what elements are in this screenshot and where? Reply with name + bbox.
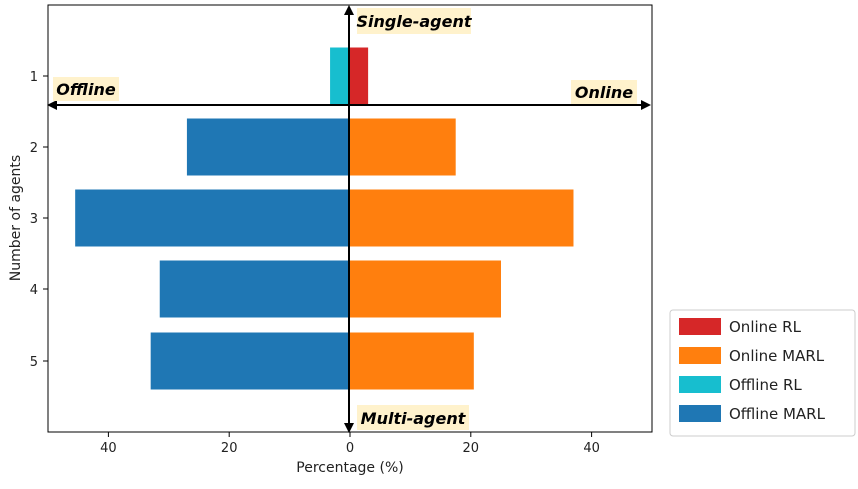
legend-label: Offline RL: [729, 376, 802, 394]
y-ticks-layer: 1 2 3 4 5: [30, 70, 48, 370]
bar-offline-marl-4: [159, 260, 350, 318]
legend-label: Offline MARL: [729, 405, 826, 423]
svg-text:Multi-agent: Multi-agent: [361, 409, 467, 428]
bars-layer: [75, 47, 574, 390]
annotation-multi-agent: Multi-agent: [357, 405, 469, 430]
legend-swatch: [679, 318, 721, 335]
svg-text:Offline: Offline: [56, 80, 116, 99]
x-tick-label: 40: [583, 441, 600, 456]
legend: Online RL Online MARL Offline RL Offline MA…: [669, 309, 856, 437]
x-tick-label: 20: [221, 441, 238, 456]
x-tick-label: 0: [346, 441, 354, 456]
bar-online-marl-4: [350, 260, 501, 318]
annotation-single-agent: Single-agent: [357, 8, 473, 34]
y-tick-label: 2: [30, 141, 38, 156]
bar-online-marl-5: [350, 332, 474, 390]
svg-text:Single-agent: Single-agent: [357, 12, 473, 31]
annotation-offline: Offline: [53, 77, 119, 101]
legend-label: Online MARL: [729, 347, 825, 365]
y-tick-label: 4: [30, 283, 38, 298]
bar-online-marl-3: [350, 189, 574, 247]
x-tick-label: 40: [100, 441, 117, 456]
y-tick-label: 5: [30, 355, 38, 370]
x-axis-title: Percentage (%): [296, 460, 403, 476]
y-tick-label: 1: [30, 70, 38, 85]
annotation-online: Online: [571, 80, 637, 104]
bar-offline-marl-5: [150, 332, 350, 390]
x-ticks-layer: 40 20 0 20 40: [100, 432, 600, 456]
legend-swatch: [679, 405, 721, 422]
legend-swatch: [679, 376, 721, 393]
y-axis-title: Number of agents: [8, 155, 24, 281]
legend-frame: [669, 309, 856, 437]
bar-offline-marl-3: [75, 189, 351, 247]
legend-label: Online RL: [729, 318, 802, 336]
y-tick-label: 3: [30, 212, 38, 227]
bar-online-rl-1: [350, 47, 369, 105]
bar-offline-marl-2: [186, 118, 350, 176]
svg-text:Online: Online: [575, 83, 633, 102]
legend-swatch: [679, 347, 721, 364]
x-tick-label: 20: [463, 441, 480, 456]
bar-online-marl-2: [350, 118, 456, 176]
bar-offline-rl-1: [330, 47, 350, 105]
